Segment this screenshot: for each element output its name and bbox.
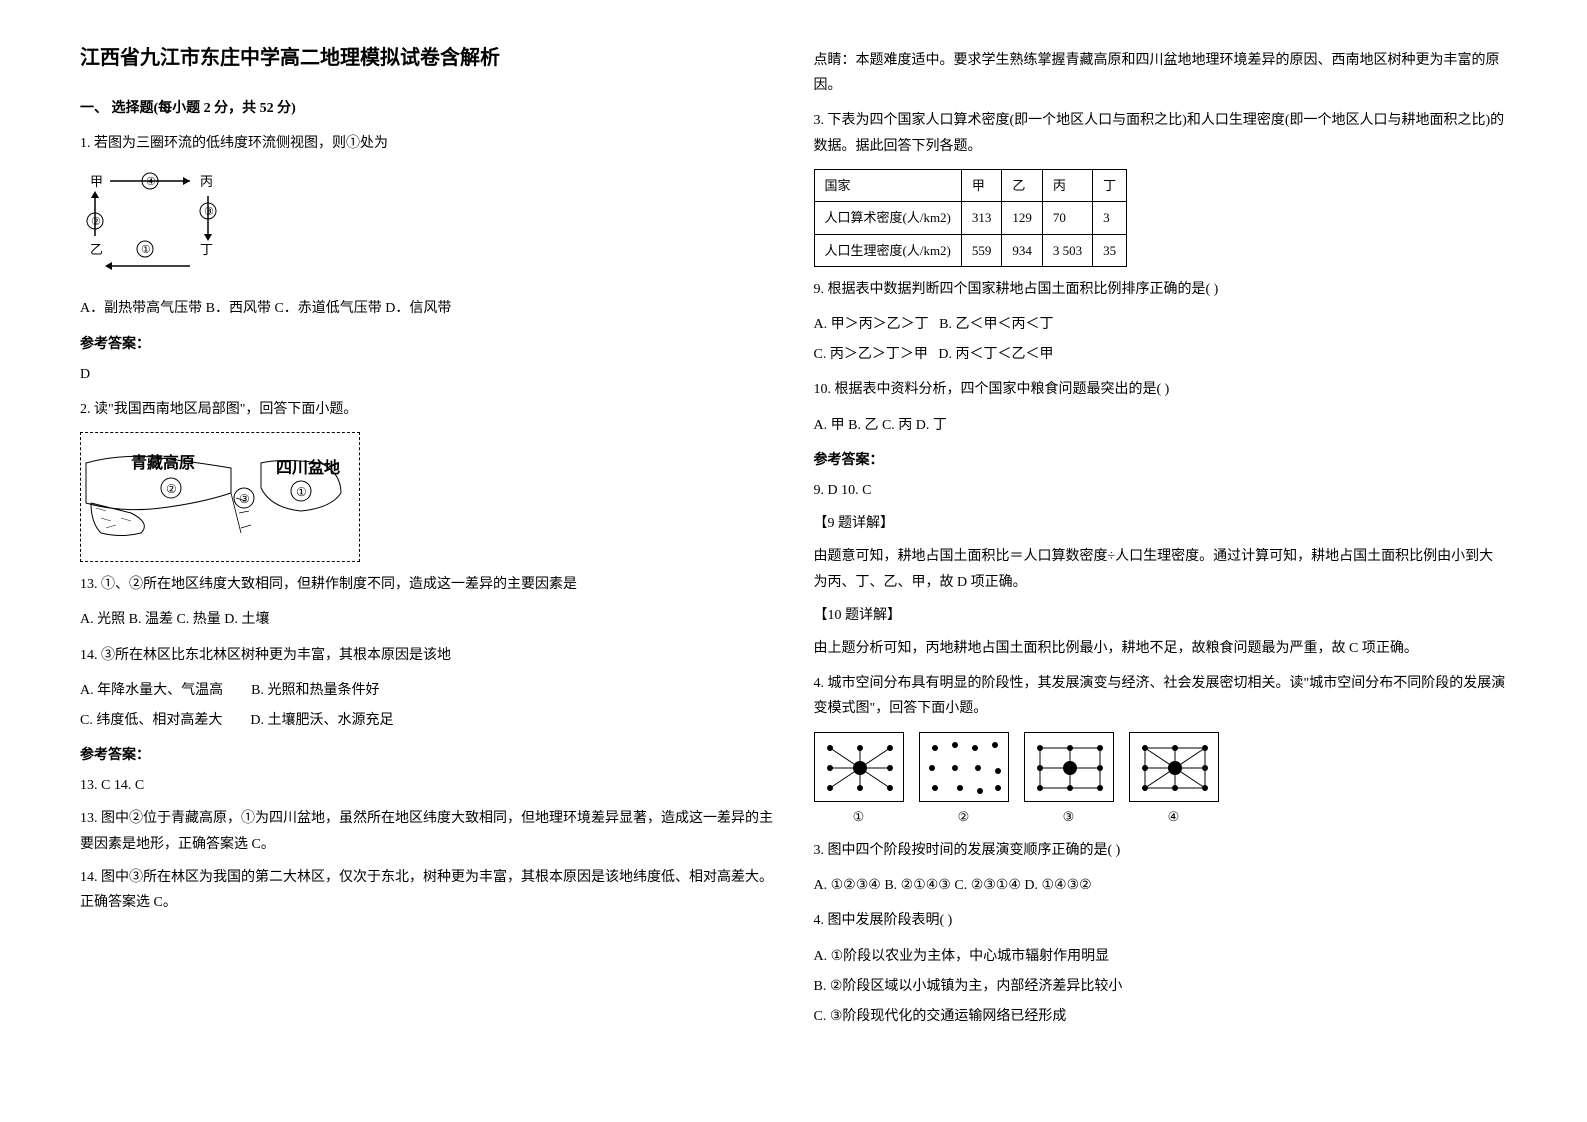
- stage-label-3: ③: [1024, 805, 1114, 828]
- q1-answer: D: [80, 362, 774, 387]
- stage-label-1: ①: [814, 805, 904, 828]
- stage-box-3: [1024, 732, 1114, 802]
- q4-3-options: A. ①②③④ B. ②①④③ C. ②③①④ D. ①④③②: [814, 873, 1508, 898]
- tip-text: 点睛：本题难度适中。要求学生熟练掌握青藏高原和四川盆地地理环境差异的原因、西南地…: [814, 48, 1508, 98]
- question-4-3: 3. 图中四个阶段按时间的发展演变顺序正确的是( ): [814, 838, 1508, 863]
- table-cell: 934: [1002, 234, 1043, 266]
- q4-4-option-c: C. ③阶段现代化的交通运输网络已经形成: [814, 1004, 1508, 1029]
- stages-diagram: ① ② ③: [814, 732, 1508, 828]
- stage-box-4: [1129, 732, 1219, 802]
- answer-label-1: 参考答案：: [80, 332, 774, 357]
- label-jia: 甲: [90, 174, 103, 189]
- question-10: 10. 根据表中资料分析，四个国家中粮食问题最突出的是( ): [814, 377, 1508, 402]
- answer-label-3: 参考答案：: [814, 448, 1508, 473]
- table-cell: 3 503: [1042, 234, 1092, 266]
- svg-text:②: ②: [91, 216, 101, 228]
- svg-text:①: ①: [296, 485, 307, 499]
- q4-4-option-b: B. ②阶段区域以小城镇为主，内部经济差异比较小: [814, 974, 1508, 999]
- q1-options: A．副热带高气压带 B．西风带 C．赤道低气压带 D．信风带: [80, 296, 774, 321]
- table-cell: 313: [961, 202, 1002, 234]
- page-title: 江西省九江市东庄中学高二地理模拟试卷含解析: [80, 40, 774, 76]
- q9-options-cd: C. 丙＞乙＞丁＞甲 D. 丙＜丁＜乙＜甲: [814, 342, 1508, 367]
- table-cell: 丁: [1093, 169, 1127, 201]
- svg-text:②: ②: [166, 482, 177, 496]
- table-cell: 乙: [1002, 169, 1043, 201]
- explain-9-title: 【9 题详解】: [814, 511, 1508, 536]
- stage-box-1: [814, 732, 904, 802]
- stage-box-2: [919, 732, 1009, 802]
- question-4-4: 4. 图中发展阶段表明( ): [814, 908, 1508, 933]
- explain-13: 13. 图中②位于青藏高原，①为四川盆地，虽然所在地区纬度大致相同，但地理环境差…: [80, 806, 774, 856]
- explain-10-title: 【10 题详解】: [814, 603, 1508, 628]
- svg-text:青藏高原: 青藏高原: [131, 453, 195, 472]
- explain-9: 由题意可知，耕地占国土面积比＝人口算数密度÷人口生理密度。通过计算可知，耕地占国…: [814, 544, 1508, 594]
- question-4-intro: 4. 城市空间分布具有明显的阶段性，其发展演变与经济、社会发展密切相关。读"城市…: [814, 671, 1508, 721]
- q14-option-a: A. 年降水量大、气温高 B. 光照和热量条件好: [80, 678, 774, 703]
- q14-option-c: C. 纬度低、相对高差大 D. 土壤肥沃、水源充足: [80, 708, 774, 733]
- question-3-intro: 3. 下表为四个国家人口算术密度(即一个地区人口与面积之比)和人口生理密度(即一…: [814, 108, 1508, 158]
- table-cell: 129: [1002, 202, 1043, 234]
- table-cell: 3: [1093, 202, 1127, 234]
- table-cell: 70: [1042, 202, 1092, 234]
- stage-label-2: ②: [919, 805, 1009, 828]
- table-cell: 559: [961, 234, 1002, 266]
- table-cell: 甲: [961, 169, 1002, 201]
- question-1: 1. 若图为三圈环流的低纬度环流侧视图，则①处为: [80, 131, 774, 156]
- question-14: 14. ③所在林区比东北林区树种更为丰富，其根本原因是该地: [80, 643, 774, 668]
- table-row: 人口生理密度(人/km2) 559 934 3 503 35: [814, 234, 1127, 266]
- q3-answer: 9. D 10. C: [814, 478, 1508, 503]
- diagram-map: 青藏高原 ② 四川盆地 ① ③: [80, 432, 360, 562]
- section-header-1: 一、 选择题(每小题 2 分，共 52 分): [80, 96, 774, 121]
- table-header-row: 国家 甲 乙 丙 丁: [814, 169, 1127, 201]
- diagram-circulation: 甲 ④ 丙 ② ③ 乙 ① 丁: [80, 166, 260, 286]
- table-row: 人口算术密度(人/km2) 313 129 70 3: [814, 202, 1127, 234]
- q13-options: A. 光照 B. 温差 C. 热量 D. 土壤: [80, 607, 774, 632]
- table-cell: 国家: [814, 169, 961, 201]
- q2-answer: 13. C 14. C: [80, 773, 774, 798]
- q9-options-ab: A. 甲＞丙＞乙＞丁 B. 乙＜甲＜丙＜丁: [814, 312, 1508, 337]
- table-cell: 人口生理密度(人/km2): [814, 234, 961, 266]
- svg-text:③: ③: [204, 206, 214, 218]
- q4-4-option-a: A. ①阶段以农业为主体，中心城市辐射作用明显: [814, 944, 1508, 969]
- stage-label-4: ④: [1129, 805, 1219, 828]
- svg-text:乙: 乙: [90, 242, 103, 257]
- svg-text:①: ①: [141, 244, 151, 256]
- explain-14: 14. 图中③所在林区为我国的第二大林区，仅次于东北，树种更为丰富，其根本原因是…: [80, 865, 774, 915]
- question-13: 13. ①、②所在地区纬度大致相同，但耕作制度不同，造成这一差异的主要因素是: [80, 572, 774, 597]
- svg-text:④: ④: [146, 176, 156, 188]
- svg-text:丁: 丁: [200, 242, 213, 257]
- svg-text:丙: 丙: [200, 174, 213, 189]
- question-2: 2. 读"我国西南地区局部图"，回答下面小题。: [80, 397, 774, 422]
- data-table: 国家 甲 乙 丙 丁 人口算术密度(人/km2) 313 129 70 3 人口…: [814, 169, 1128, 267]
- table-cell: 人口算术密度(人/km2): [814, 202, 961, 234]
- question-9: 9. 根据表中数据判断四个国家耕地占国土面积比例排序正确的是( ): [814, 277, 1508, 302]
- answer-label-2: 参考答案：: [80, 743, 774, 768]
- table-cell: 丙: [1042, 169, 1092, 201]
- q10-options: A. 甲 B. 乙 C. 丙 D. 丁: [814, 413, 1508, 438]
- table-cell: 35: [1093, 234, 1127, 266]
- explain-10: 由上题分析可知，丙地耕地占国土面积比例最小，耕地不足，故粮食问题最为严重，故 C…: [814, 636, 1508, 661]
